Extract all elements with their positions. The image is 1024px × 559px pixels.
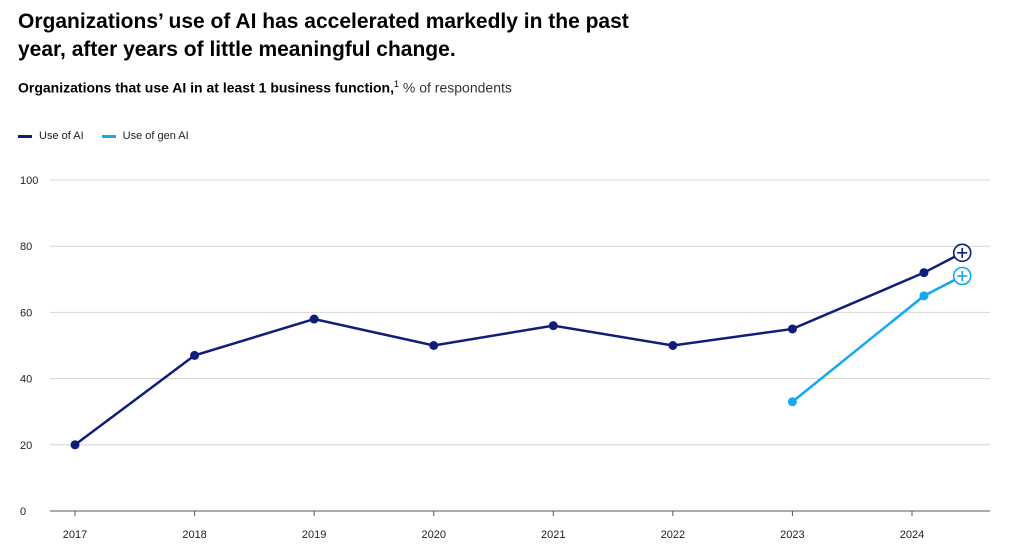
data-point [787,397,797,407]
x-tick-label: 2018 [182,529,206,541]
legend-item-ai: Use of AI [18,130,84,142]
data-point [919,291,929,301]
legend: Use of AI Use of gen AI [18,130,189,142]
y-tick-label: 80 [20,241,32,253]
data-point [70,440,80,450]
y-tick-label: 20 [20,440,32,452]
series-line-0 [74,251,963,446]
data-point [190,350,200,360]
x-tick-label: 2017 [63,529,87,541]
legend-label: Use of AI [39,130,84,142]
data-point [787,324,797,334]
data-point [548,321,558,331]
x-tick-label: 2024 [900,529,924,541]
x-tick-label: 2022 [661,529,685,541]
x-tick-label: 2020 [421,529,445,541]
plus-circle-icon[interactable] [952,243,972,263]
y-tick-label: 100 [20,175,38,187]
series-line-1 [791,274,963,403]
data-point [429,341,439,350]
data-point [668,341,678,350]
legend-swatch [101,134,116,138]
chart-title: Organizations’ use of AI has accelerated… [18,10,629,61]
data-point [919,268,929,278]
x-tick-label: 2023 [780,529,804,541]
data-point [309,314,319,324]
x-tick-label: 2019 [302,529,326,541]
chart-subtitle: Organizations that use AI in at least 1 … [18,79,512,96]
y-tick-label: 60 [20,307,32,319]
subtitle-main: Organizations that use AI in at least 1 … [18,79,394,96]
y-tick-label: 40 [20,374,32,386]
legend-swatch [18,134,32,138]
legend-label: Use of gen AI [122,130,189,142]
y-tick-label: 0 [20,506,26,518]
plus-circle-icon[interactable] [952,266,972,286]
unit-label: % of respondents [402,79,512,96]
footnote-marker[interactable]: 1 [394,79,400,89]
x-tick-label: 2021 [541,529,565,541]
legend-item-gen-ai: Use of gen AI [101,130,189,142]
